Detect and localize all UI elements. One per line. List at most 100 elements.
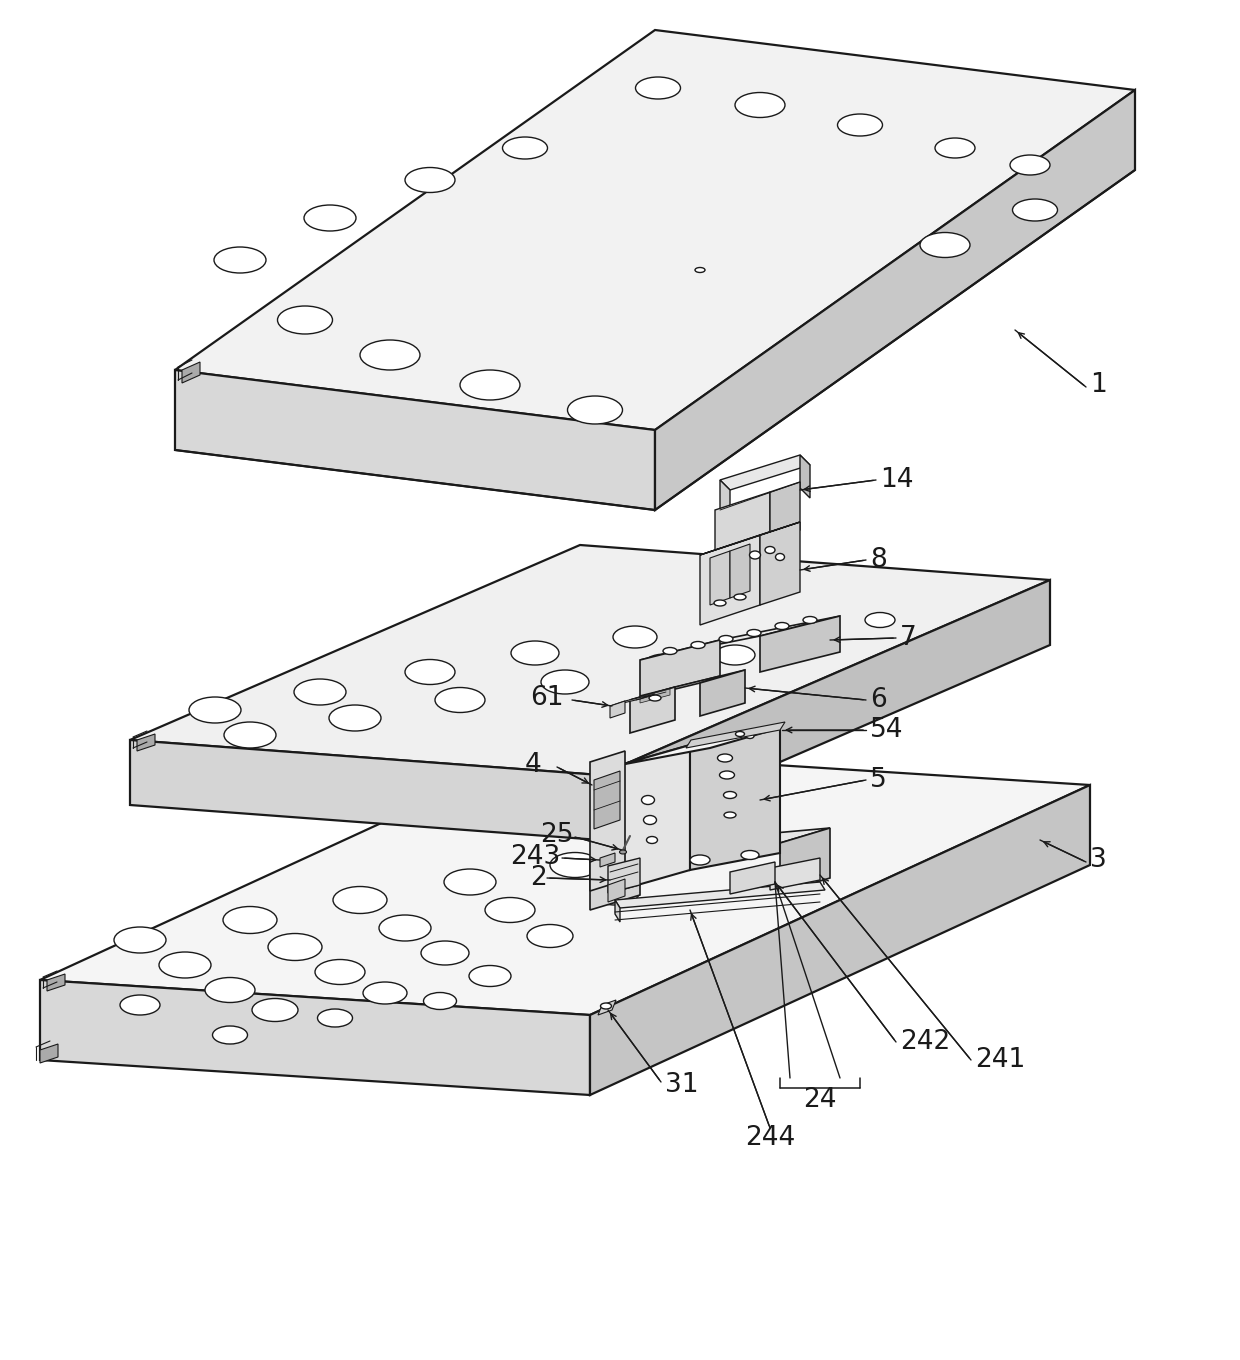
Polygon shape <box>720 456 810 490</box>
Ellipse shape <box>448 874 492 892</box>
Polygon shape <box>130 545 1050 775</box>
Polygon shape <box>640 616 839 660</box>
Polygon shape <box>610 694 655 706</box>
Ellipse shape <box>1013 199 1058 220</box>
Ellipse shape <box>228 726 272 745</box>
Polygon shape <box>175 370 655 510</box>
Ellipse shape <box>120 996 160 1015</box>
Ellipse shape <box>281 310 329 330</box>
Ellipse shape <box>427 996 454 1008</box>
Ellipse shape <box>663 647 677 654</box>
Text: 24: 24 <box>804 1087 837 1112</box>
Ellipse shape <box>595 885 635 903</box>
Polygon shape <box>686 722 785 748</box>
Ellipse shape <box>544 675 585 691</box>
Ellipse shape <box>317 1009 352 1027</box>
Ellipse shape <box>315 960 365 985</box>
Text: 241: 241 <box>975 1047 1025 1073</box>
Ellipse shape <box>775 554 785 560</box>
Ellipse shape <box>123 1000 157 1013</box>
Ellipse shape <box>320 1013 350 1025</box>
Ellipse shape <box>332 710 377 728</box>
Ellipse shape <box>506 140 544 156</box>
Ellipse shape <box>424 993 456 1009</box>
Ellipse shape <box>765 547 775 554</box>
Polygon shape <box>47 974 64 991</box>
Polygon shape <box>40 981 590 1095</box>
Polygon shape <box>730 862 775 894</box>
Polygon shape <box>715 492 770 558</box>
Ellipse shape <box>527 925 573 948</box>
Text: 61: 61 <box>529 685 563 711</box>
Ellipse shape <box>746 630 761 636</box>
Ellipse shape <box>600 1004 611 1009</box>
Ellipse shape <box>444 869 496 895</box>
Ellipse shape <box>252 998 298 1021</box>
Ellipse shape <box>591 881 639 904</box>
Ellipse shape <box>511 641 559 665</box>
Ellipse shape <box>866 612 895 627</box>
Text: 7: 7 <box>900 626 916 651</box>
Ellipse shape <box>1011 155 1050 175</box>
Polygon shape <box>630 687 675 733</box>
Ellipse shape <box>215 1030 244 1042</box>
Ellipse shape <box>644 816 656 824</box>
Ellipse shape <box>742 850 759 860</box>
Ellipse shape <box>329 704 381 732</box>
Ellipse shape <box>800 632 830 645</box>
Text: 14: 14 <box>880 466 914 494</box>
Ellipse shape <box>409 171 451 189</box>
Polygon shape <box>640 641 720 696</box>
Polygon shape <box>600 853 615 868</box>
Ellipse shape <box>641 796 655 805</box>
Ellipse shape <box>502 137 548 159</box>
Text: 31: 31 <box>665 1072 698 1098</box>
Ellipse shape <box>208 982 252 1000</box>
Polygon shape <box>615 900 620 922</box>
Ellipse shape <box>531 929 569 945</box>
Ellipse shape <box>319 964 361 982</box>
Ellipse shape <box>304 205 356 231</box>
Ellipse shape <box>775 623 789 630</box>
Ellipse shape <box>294 679 346 704</box>
Polygon shape <box>780 828 830 894</box>
Ellipse shape <box>718 753 733 762</box>
Polygon shape <box>655 90 1135 510</box>
Ellipse shape <box>215 248 267 273</box>
Polygon shape <box>40 749 1090 1015</box>
Polygon shape <box>590 828 830 860</box>
Ellipse shape <box>379 915 432 941</box>
Polygon shape <box>701 522 800 555</box>
Polygon shape <box>40 1044 58 1064</box>
Ellipse shape <box>409 664 451 681</box>
Ellipse shape <box>572 400 619 420</box>
Ellipse shape <box>227 911 273 930</box>
Ellipse shape <box>719 635 733 642</box>
Ellipse shape <box>718 649 751 664</box>
Ellipse shape <box>465 374 516 397</box>
Ellipse shape <box>360 340 420 370</box>
Polygon shape <box>608 879 625 902</box>
Ellipse shape <box>739 97 781 114</box>
Ellipse shape <box>439 692 481 710</box>
Text: 3: 3 <box>1090 847 1107 873</box>
Ellipse shape <box>635 78 681 99</box>
Polygon shape <box>590 785 1090 1095</box>
Ellipse shape <box>424 945 465 963</box>
Ellipse shape <box>366 986 404 1002</box>
Text: 244: 244 <box>745 1125 795 1151</box>
Ellipse shape <box>746 733 754 738</box>
Ellipse shape <box>205 978 255 1002</box>
Ellipse shape <box>460 370 520 400</box>
Ellipse shape <box>308 208 352 227</box>
Polygon shape <box>620 745 689 889</box>
Text: 54: 54 <box>870 717 904 743</box>
Ellipse shape <box>837 114 883 136</box>
Ellipse shape <box>118 932 162 951</box>
Ellipse shape <box>278 306 332 335</box>
Polygon shape <box>620 728 780 764</box>
Ellipse shape <box>920 233 970 257</box>
Ellipse shape <box>405 167 455 193</box>
Ellipse shape <box>489 902 531 919</box>
Polygon shape <box>711 551 730 605</box>
